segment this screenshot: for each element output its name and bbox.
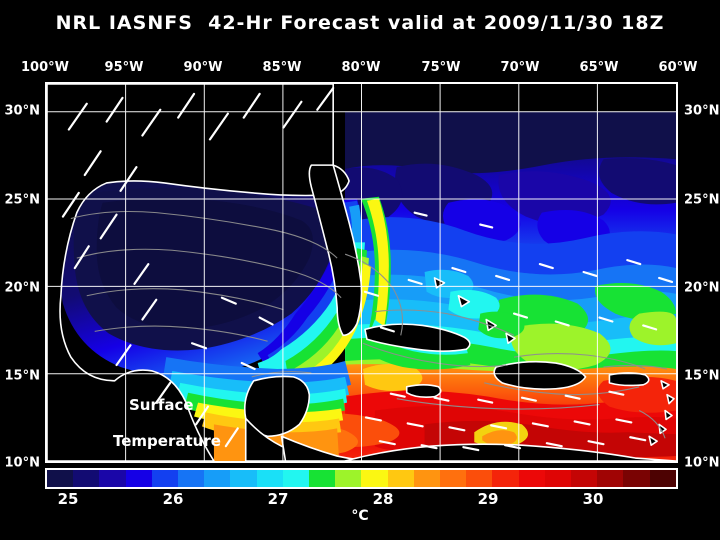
lon-label-100w: 100°W bbox=[21, 60, 69, 75]
lat-label-left-10n: 10°N bbox=[4, 455, 40, 471]
lon-label-90w: 90°W bbox=[183, 60, 223, 75]
colorbar-tick-28: 28 bbox=[372, 490, 394, 508]
colorbar-swatch-3 bbox=[125, 470, 152, 487]
lat-label-right-30n: 30°N bbox=[684, 103, 720, 119]
lat-label-left-30n: 30°N bbox=[4, 103, 40, 119]
lat-label-right-20n: 20°N bbox=[684, 280, 720, 296]
colorbar-swatch-22 bbox=[623, 470, 650, 487]
colorbar-tick-26: 26 bbox=[162, 490, 184, 508]
colorbar-swatch-16 bbox=[466, 470, 493, 487]
figure-title: NRL IASNFS 42-Hr Forecast valid at 2009/… bbox=[55, 12, 665, 34]
temperature-colorbar bbox=[45, 468, 678, 489]
colorbar-swatch-17 bbox=[492, 470, 519, 487]
lat-label-right-10n: 10°N bbox=[684, 455, 720, 471]
lon-label-75w: 75°W bbox=[421, 60, 461, 75]
colorbar-swatch-5 bbox=[178, 470, 205, 487]
lat-label-left-25n: 25°N bbox=[4, 192, 40, 208]
sst-field bbox=[47, 84, 676, 461]
colorbar-swatch-0 bbox=[47, 470, 74, 487]
map-annotation-line2: Temperature bbox=[113, 432, 221, 450]
colorbar-swatch-6 bbox=[204, 470, 231, 487]
lon-label-65w: 65°W bbox=[579, 60, 619, 75]
colorbar-swatch-12 bbox=[361, 470, 388, 487]
colorbar-tick-25: 25 bbox=[57, 490, 79, 508]
colorbar-swatch-20 bbox=[571, 470, 598, 487]
colorbar-swatch-21 bbox=[597, 470, 624, 487]
colorbar-swatch-15 bbox=[440, 470, 467, 487]
colorbar-tick-27: 27 bbox=[267, 490, 289, 508]
lon-label-60w: 60°W bbox=[658, 60, 698, 75]
lat-label-left-20n: 20°N bbox=[4, 280, 40, 296]
colorbar-swatch-13 bbox=[387, 470, 414, 487]
lon-label-85w: 85°W bbox=[262, 60, 302, 75]
colorbar-tick-29: 29 bbox=[477, 490, 499, 508]
colorbar-tick-30: 30 bbox=[582, 490, 604, 508]
lat-label-right-25n: 25°N bbox=[684, 192, 720, 208]
colorbar-swatch-18 bbox=[518, 470, 545, 487]
colorbar-swatch-10 bbox=[309, 470, 336, 487]
colorbar-swatch-1 bbox=[73, 470, 100, 487]
colorbar-swatch-4 bbox=[151, 470, 179, 487]
colorbar-swatch-8 bbox=[256, 470, 283, 487]
colorbar-swatch-23 bbox=[649, 470, 676, 487]
colorbar-swatch-7 bbox=[230, 470, 257, 487]
colorbar-swatch-9 bbox=[282, 470, 310, 487]
lat-label-left-15n: 15°N bbox=[4, 368, 40, 384]
map-plot-area: Surface Temperature bbox=[45, 82, 678, 463]
map-annotation-line1: Surface bbox=[129, 396, 194, 414]
lon-label-80w: 80°W bbox=[341, 60, 381, 75]
colorbar-swatch-14 bbox=[413, 470, 441, 487]
colorbar-swatch-2 bbox=[99, 470, 126, 487]
lon-label-95w: 95°W bbox=[104, 60, 144, 75]
colorbar-swatch-19 bbox=[544, 470, 572, 487]
colorbar-swatch-11 bbox=[335, 470, 362, 487]
lon-label-70w: 70°W bbox=[500, 60, 540, 75]
colorbar-unit-label: °C bbox=[351, 508, 369, 524]
lat-label-right-15n: 15°N bbox=[684, 368, 720, 384]
